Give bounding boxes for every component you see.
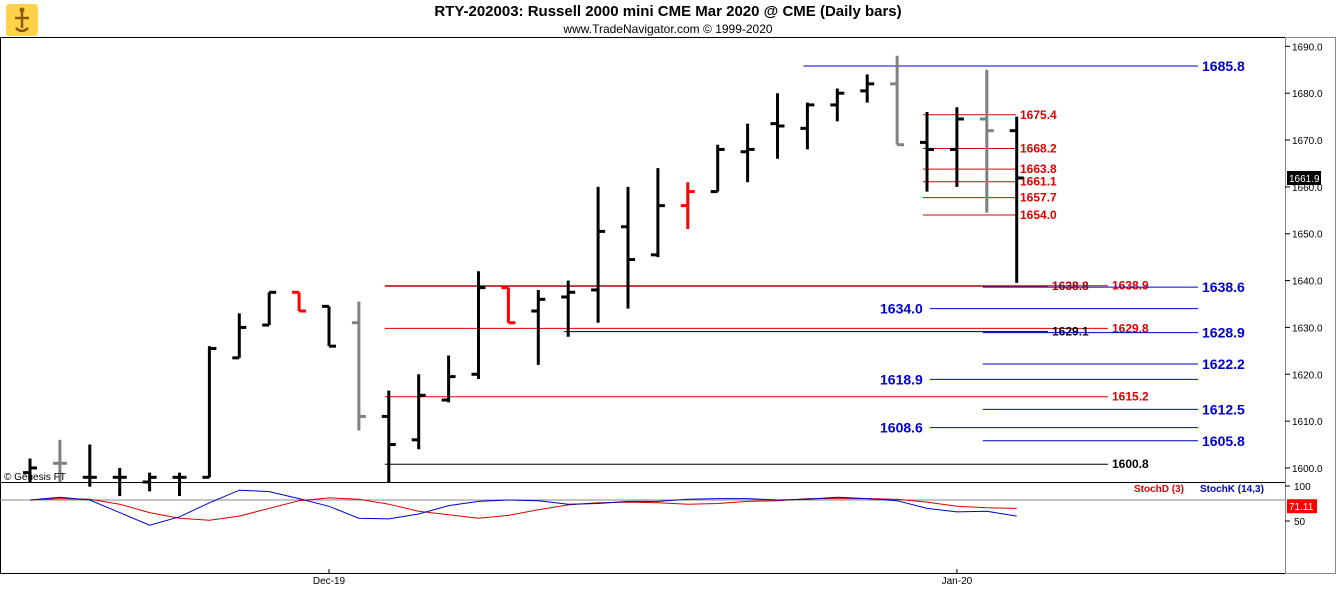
ohlc-bar — [322, 304, 336, 348]
stoch-last-label: 71.11 — [1289, 502, 1314, 513]
ohlc-bar — [650, 168, 665, 258]
ohlc-bar — [680, 182, 695, 230]
level-label: 1629.1 — [1052, 325, 1089, 339]
genesis-watermark: © Genesis FT — [4, 472, 66, 483]
last-price-label: 1661.9 — [1289, 174, 1320, 185]
ohlc-bar — [262, 290, 277, 327]
axis-border — [1285, 37, 1336, 574]
level-label: 1615.2 — [1112, 390, 1149, 404]
ohlc-bar — [202, 346, 217, 479]
ohlc-bar — [381, 390, 396, 482]
level-label: 1638.9 — [1112, 279, 1149, 293]
ohlc-bar — [172, 472, 187, 497]
level-label: 1657.7 — [1020, 191, 1057, 205]
ohlc-bar — [770, 93, 785, 159]
ohlc-bar — [411, 374, 426, 450]
stoch-last-box — [1287, 499, 1317, 514]
ohlc-bar — [890, 55, 905, 147]
y-tick-label: 1690.0 — [1292, 42, 1323, 53]
ohlc-bar — [441, 355, 456, 403]
ohlc-bar — [591, 186, 606, 323]
ohlc-bar — [501, 286, 516, 325]
y-tick-label: 1600.0 — [1292, 464, 1323, 475]
ohlc-bar — [471, 271, 486, 379]
trade-navigator-logo — [6, 4, 38, 41]
stoch-series-line — [29, 489, 1017, 526]
y-tick-label: 1630.0 — [1292, 323, 1323, 334]
ohlc-bar — [232, 313, 247, 360]
stoch-legend-label: StochD (3) — [1134, 484, 1184, 495]
y-tick-label: 1680.0 — [1292, 89, 1323, 100]
level-label: 1668.2 — [1020, 141, 1057, 155]
ohlc-bar — [860, 74, 875, 103]
ohlc-bar — [920, 111, 934, 192]
level-label: 1634.0 — [880, 301, 923, 317]
ohlc-bar — [800, 102, 815, 150]
stoch-series-line — [29, 497, 1017, 521]
ohlc-bar — [142, 472, 157, 492]
level-label: 1638.6 — [1202, 279, 1245, 295]
y-tick-label: 1620.0 — [1292, 370, 1323, 381]
stochastic-panel: 50 100 StochD (3) StochK (14,3) 71.11 — [0, 482, 1317, 528]
level-label: 1600.8 — [1112, 457, 1149, 471]
level-label: 1612.5 — [1202, 401, 1245, 417]
ohlc-bar — [710, 144, 725, 194]
level-label: 1663.8 — [1020, 162, 1057, 176]
ohlc-bar — [112, 467, 127, 497]
ohlc-bars — [23, 55, 1024, 497]
ohlc-bar — [979, 69, 994, 213]
stoch-legend-label: StochK (14,3) — [1200, 484, 1264, 495]
ohlc-bar — [351, 301, 366, 431]
stoch-tick-label: 100 — [1294, 482, 1311, 493]
level-label: 1629.8 — [1112, 321, 1149, 335]
y-tick-label: 1660.0 — [1292, 183, 1323, 194]
chart-subtitle: www.TradeNavigator.com © 1999-2020 — [563, 22, 773, 36]
level-label: 1638.8 — [1052, 279, 1089, 293]
ohlc-bar — [1009, 116, 1024, 283]
level-label: 1628.9 — [1202, 325, 1245, 341]
level-label: 1622.2 — [1202, 356, 1245, 372]
y-tick-label: 1670.0 — [1292, 136, 1323, 147]
level-label: 1618.9 — [880, 371, 923, 387]
level-label: 1661.1 — [1020, 175, 1057, 189]
ohlc-bar — [740, 123, 755, 183]
ohlc-bar — [82, 444, 97, 487]
y-tick-label: 1640.0 — [1292, 277, 1323, 288]
price-axis: 1600.0 1610.0 1620.0 1630.0 1640.0 1650.0 1660… — [1285, 42, 1323, 475]
ohlc-bar — [561, 280, 576, 337]
stoch-tick-label: 50 — [1294, 517, 1306, 528]
ohlc-bar — [52, 439, 67, 482]
level-label: 1675.4 — [1020, 108, 1057, 122]
chart-border — [0, 37, 1286, 574]
last-price-box — [1287, 170, 1321, 185]
y-tick-label: 1650.0 — [1292, 230, 1323, 241]
x-tick-label: Jan-20 — [942, 576, 973, 587]
ohlc-bar — [531, 289, 546, 365]
chart-title: RTY-202003: Russell 2000 mini CME Mar 20… — [434, 3, 902, 20]
level-label: 1685.8 — [1202, 58, 1245, 74]
x-tick-label: Dec-19 — [313, 576, 346, 587]
ohlc-bar — [949, 107, 964, 187]
ohlc-bar — [23, 458, 37, 482]
ohlc-bar — [621, 186, 635, 309]
y-tick-label: 1610.0 — [1292, 417, 1323, 428]
level-label: 1654.0 — [1020, 208, 1057, 222]
ohlc-bar — [830, 88, 845, 122]
level-label: 1605.8 — [1202, 433, 1245, 449]
level-label: 1608.6 — [880, 420, 923, 436]
ohlc-bar — [292, 290, 307, 313]
date-axis: Dec-19 Jan-20 — [313, 569, 973, 587]
